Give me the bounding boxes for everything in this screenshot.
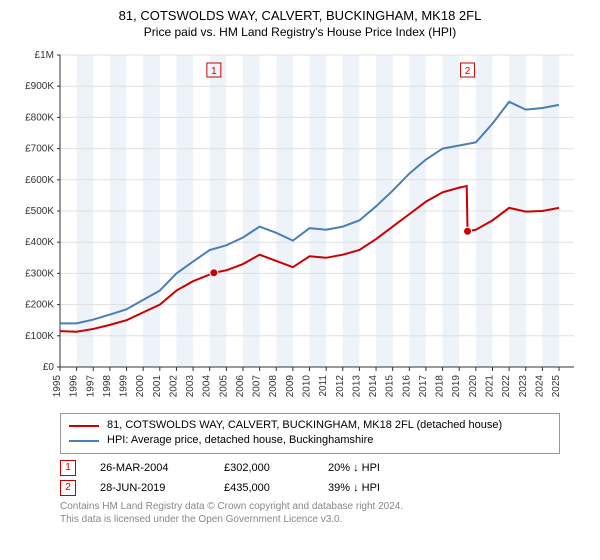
x-tick-label: 2002	[168, 375, 179, 398]
x-tick-label: 2022	[501, 375, 512, 398]
legend-label: 81, COTSWOLDS WAY, CALVERT, BUCKINGHAM, …	[107, 418, 502, 433]
x-tick-label: 2011	[318, 375, 329, 397]
y-tick-label: £500K	[25, 206, 54, 217]
x-tick-label: 2018	[435, 375, 446, 398]
y-tick-label: £0	[43, 362, 55, 373]
x-tick-label: 2021	[484, 375, 495, 398]
chart-subtitle: Price paid vs. HM Land Registry's House …	[12, 25, 588, 39]
x-tick-label: 2007	[252, 375, 263, 398]
x-tick-label: 1996	[69, 375, 80, 398]
transaction-date: 26-MAR-2004	[100, 462, 200, 474]
legend-label: HPI: Average price, detached house, Buck…	[107, 433, 373, 448]
data-point	[210, 269, 218, 277]
x-tick-label: 2024	[534, 375, 545, 398]
x-tick-label: 2004	[202, 375, 213, 398]
transaction-list: 1 26-MAR-2004 £302,000 20% ↓ HPI 2 28-JUN-201…	[60, 460, 560, 496]
x-tick-label: 2009	[285, 375, 296, 398]
transaction-diff: 39% ↓ HPI	[328, 482, 428, 494]
transaction-id-box: 1	[60, 460, 76, 476]
footnote-line: This data is licensed under the Open Gov…	[60, 513, 560, 526]
y-tick-label: £600K	[25, 175, 54, 186]
chart-title: 81, COTSWOLDS WAY, CALVERT, BUCKINGHAM, …	[12, 8, 588, 23]
y-tick-label: £900K	[25, 81, 54, 92]
legend-swatch	[69, 425, 99, 427]
x-tick-label: 1999	[119, 375, 130, 398]
x-tick-label: 2013	[351, 375, 362, 398]
transaction-id-box: 2	[60, 480, 76, 496]
footnote: Contains HM Land Registry data © Crown c…	[60, 500, 560, 526]
x-tick-label: 2000	[135, 375, 146, 398]
footnote-line: Contains HM Land Registry data © Crown c…	[60, 500, 560, 513]
legend: 81, COTSWOLDS WAY, CALVERT, BUCKINGHAM, …	[60, 413, 560, 454]
line-chart: £0 £100K £200K £300K £400K £500K £600K £700K £80…	[12, 47, 588, 407]
x-tick-label: 1997	[85, 375, 96, 398]
x-tick-label: 2005	[218, 375, 229, 398]
y-tick-label: £700K	[25, 144, 54, 155]
marker-tag-label: 1	[211, 66, 217, 77]
x-tick-label: 2001	[152, 375, 163, 398]
x-tick-label: 2003	[185, 375, 196, 398]
x-tick-label: 2016	[401, 375, 412, 398]
x-tick-label: 2006	[235, 375, 246, 398]
transaction-price: £302,000	[224, 462, 304, 474]
x-tick-label: 2010	[302, 375, 313, 398]
transaction-date: 28-JUN-2019	[100, 482, 200, 494]
transaction-diff: 20% ↓ HPI	[328, 462, 428, 474]
data-point	[464, 227, 472, 235]
x-tick-label: 2025	[551, 375, 562, 398]
legend-row: 81, COTSWOLDS WAY, CALVERT, BUCKINGHAM, …	[69, 418, 551, 433]
transaction-row: 2 28-JUN-2019 £435,000 39% ↓ HPI	[60, 480, 560, 496]
x-tick-label: 2014	[368, 375, 379, 398]
x-tick-label: 2020	[468, 375, 479, 398]
transaction-price: £435,000	[224, 482, 304, 494]
y-tick-label: £1M	[35, 50, 54, 61]
y-tick-label: £200K	[25, 300, 54, 311]
y-tick-label: £100K	[25, 331, 54, 342]
marker-tag-label: 2	[465, 66, 471, 77]
x-tick-label: 2017	[418, 375, 429, 398]
transaction-row: 1 26-MAR-2004 £302,000 20% ↓ HPI	[60, 460, 560, 476]
chart-area: £0 £100K £200K £300K £400K £500K £600K £700K £80…	[12, 47, 588, 407]
x-tick-label: 2015	[385, 375, 396, 398]
x-tick-label: 2008	[268, 375, 279, 398]
y-tick-label: £400K	[25, 237, 54, 248]
legend-swatch	[69, 440, 99, 442]
page-root: 81, COTSWOLDS WAY, CALVERT, BUCKINGHAM, …	[0, 0, 600, 532]
y-tick-label: £800K	[25, 112, 54, 123]
legend-row: HPI: Average price, detached house, Buck…	[69, 433, 551, 448]
x-tick-label: 1995	[52, 375, 63, 398]
x-tick-label: 2012	[335, 375, 346, 398]
x-tick-label: 2023	[518, 375, 529, 398]
y-tick-label: £300K	[25, 268, 54, 279]
x-tick-label: 1998	[102, 375, 113, 398]
x-tick-label: 2019	[451, 375, 462, 398]
